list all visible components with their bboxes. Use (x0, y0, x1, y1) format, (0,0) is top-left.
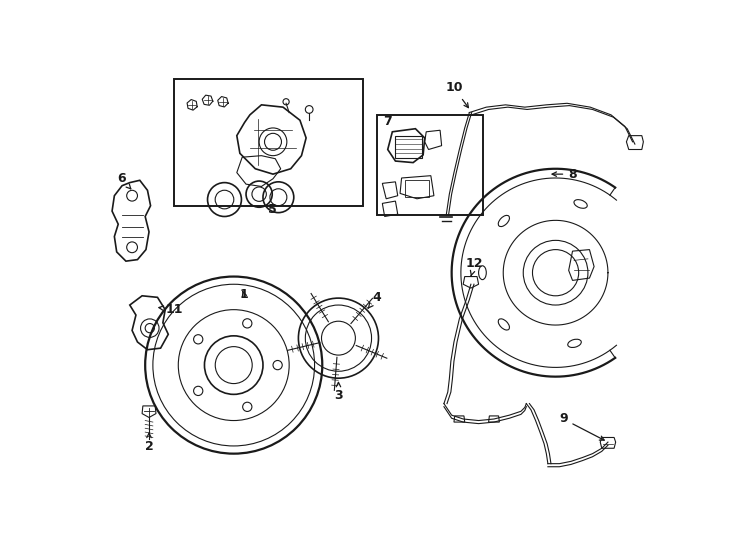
Text: 6: 6 (117, 172, 131, 189)
Text: 10: 10 (446, 82, 468, 107)
Text: 3: 3 (334, 382, 343, 402)
Text: 11: 11 (159, 303, 184, 316)
Bar (377, 115, 483, 215)
Text: 7: 7 (383, 114, 392, 127)
Text: 8: 8 (552, 167, 577, 181)
Text: 5: 5 (268, 203, 277, 216)
Text: 2: 2 (145, 433, 153, 453)
Text: 12: 12 (466, 257, 484, 275)
Bar (396, 137, 421, 158)
Bar (405, 180, 429, 197)
Text: 9: 9 (559, 413, 604, 440)
Text: 4: 4 (368, 291, 382, 308)
Text: 1: 1 (239, 288, 248, 301)
Bar (175, 79, 363, 206)
